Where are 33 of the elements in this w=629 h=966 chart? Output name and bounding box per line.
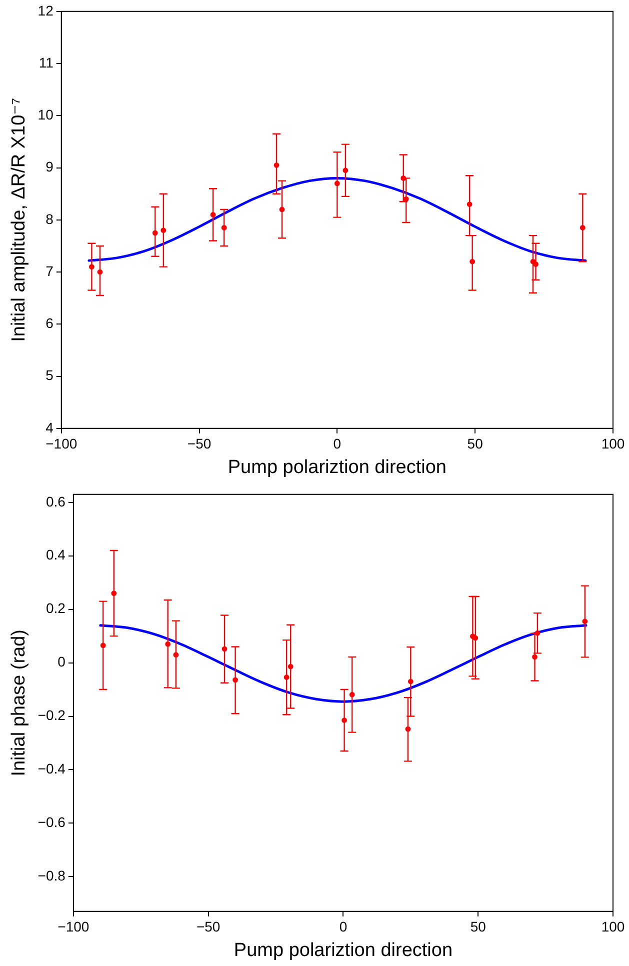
x-tick-label: −100 [58,918,90,935]
y-tick-label: 8 [46,210,54,227]
x-tick-label: 0 [333,436,342,452]
y-axis-title: Initial amplitude, ΔR/R X10⁻⁷ [8,98,30,342]
x-axis-title: Pump polariztion direction [234,940,453,961]
line-series [88,176,587,262]
y-tick-label: 11 [38,54,54,70]
y-tick-label: 0.6 [46,493,66,510]
x-axis-title: Pump polariztion direction [228,456,446,478]
y-tick-label: −0.6 [38,814,66,830]
y-tick-label: 4 [46,419,54,436]
y-tick-label: 0.2 [46,600,66,616]
y-tick-label: −0.2 [38,707,66,724]
x-tick-label: −50 [196,918,220,935]
x-tick-label: 0 [339,918,348,935]
y-tick-label: 7 [46,262,54,279]
y-tick-label: 12 [38,2,54,18]
x-tick-label: 50 [470,918,486,935]
y-tick-label: 5 [46,367,54,384]
x-tick-label: 100 [601,436,625,452]
y-tick-label: 10 [38,106,54,123]
y-tick-label: 9 [46,158,54,175]
x-tick-label: 100 [601,918,625,935]
y-tick-label: −0.8 [38,868,66,884]
y-tick-label: −0.4 [38,760,66,777]
y-tick-label: 6 [46,315,54,332]
x-tick-label: −50 [187,436,212,452]
x-tick-label: 50 [467,436,484,452]
y-tick-label: 0.4 [46,546,66,563]
y-axis-title: Initial phase (rad) [8,630,30,776]
x-tick-label: −100 [46,436,78,452]
line-series [99,624,588,703]
y-tick-label: 0 [58,654,66,670]
